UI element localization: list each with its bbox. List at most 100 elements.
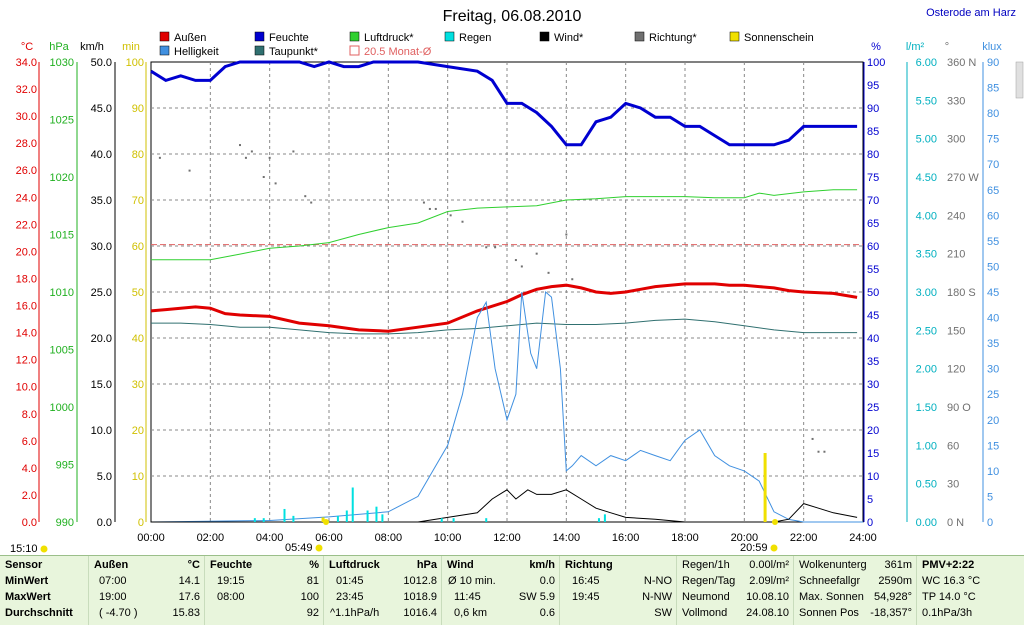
series-6-point xyxy=(823,450,826,453)
series-2-line xyxy=(151,189,858,261)
legend-label-9: Sonnenschein xyxy=(744,32,814,44)
tick-lux-14: 20 xyxy=(987,415,999,427)
tick-wind-8: 10.0 xyxy=(91,425,112,437)
series-6-point xyxy=(485,246,488,249)
header-feuchte-unit: % xyxy=(309,559,319,571)
tick-temp-11: 12.0 xyxy=(16,355,37,367)
tick-temp-14: 6.0 xyxy=(22,436,37,448)
richtung-min-value: N-NO xyxy=(643,575,672,587)
series-6-point xyxy=(239,144,241,147)
tick-time-8: 16:00 xyxy=(612,532,640,544)
tick-temp-3: 28.0 xyxy=(16,138,37,150)
dewpoint-value: TP 14.0 °C xyxy=(922,591,976,603)
tick-direction-11: 30 xyxy=(947,479,959,491)
wind-distance: 0,6 km xyxy=(454,607,488,619)
tick-humidity-19: 5 xyxy=(867,494,873,506)
series-6-point xyxy=(535,252,538,255)
tick-time-7: 14:00 xyxy=(553,532,581,544)
tick-rain-3: 4.50 xyxy=(916,172,937,184)
tick-light-0: 100 xyxy=(126,57,144,69)
legend-swatch-6 xyxy=(444,31,455,42)
aussen-min-value: 14.1 xyxy=(178,575,200,587)
scroll-thumb xyxy=(1015,61,1024,99)
legend-label-5: 20.5 Monat-Ø xyxy=(364,46,432,58)
series-4-line xyxy=(150,291,863,523)
tick-lux-8: 50 xyxy=(987,261,999,273)
tick-time-4: 08:00 xyxy=(375,532,403,544)
unit-light: min xyxy=(122,41,140,53)
tick-lux-3: 75 xyxy=(987,134,999,146)
tick-time-2: 04:00 xyxy=(256,532,284,544)
tick-lux-12: 30 xyxy=(987,364,999,376)
wind-min-value: 0.0 xyxy=(539,575,555,587)
series-7-bar xyxy=(485,518,488,522)
series-6-point xyxy=(434,207,437,210)
tick-lux-10: 40 xyxy=(987,313,999,325)
tick-temp-0: 34.0 xyxy=(16,57,37,69)
feuchte-max-time: 08:00 xyxy=(217,591,245,603)
header-aussen: Außen xyxy=(94,559,129,571)
series-6-point xyxy=(292,150,295,153)
legend-label-8: Richtung* xyxy=(649,32,697,44)
extra2-key-1: Schneefallgr xyxy=(799,575,861,587)
legend-swatch-9 xyxy=(729,31,740,42)
tick-humidity-14: 30 xyxy=(867,379,879,391)
tick-humidity-8: 60 xyxy=(867,241,879,253)
richtung-avg-value: SW xyxy=(654,607,672,619)
series-6-point xyxy=(250,150,253,153)
row-label-min: MinWert xyxy=(5,575,49,587)
series-1-line xyxy=(150,60,858,147)
tick-humidity-3: 85 xyxy=(867,126,879,138)
series-6-point xyxy=(817,450,820,453)
aussen-avg-value: 15.83 xyxy=(172,607,200,619)
extra1-val-0: 0.00l/m² xyxy=(749,559,789,571)
series-6-point xyxy=(310,201,313,204)
tick-rain-6: 3.00 xyxy=(916,287,937,299)
extra2-val-3: -18,357° xyxy=(870,607,912,619)
series-7-bar xyxy=(336,515,339,522)
tick-wind-9: 5.0 xyxy=(97,471,112,483)
tick-lux-15: 15 xyxy=(987,440,999,452)
tick-direction-9: 90 O xyxy=(947,402,971,414)
tick-pressure-8: 990 xyxy=(56,517,74,529)
series-7-bar xyxy=(351,487,354,522)
aussen-min-time: 07:00 xyxy=(99,575,127,587)
row-label-max: MaxWert xyxy=(5,591,51,603)
tick-lux-0: 90 xyxy=(987,57,999,69)
tick-humidity-9: 55 xyxy=(867,264,879,276)
unit-lux: klux xyxy=(982,41,1002,53)
unit-wind: km/h xyxy=(80,41,104,53)
extra1-val-3: 24.08.10 xyxy=(746,607,789,619)
header-aussen-unit: °C xyxy=(187,559,200,571)
series-7-bar xyxy=(452,518,455,522)
tick-rain-11: 0.50 xyxy=(916,479,937,491)
extra1-val-1: 2.09l/m² xyxy=(749,575,789,587)
header-feuchte: Feuchte xyxy=(210,559,253,571)
series-6-point xyxy=(274,182,277,185)
tick-rain-10: 1.00 xyxy=(916,440,937,452)
tick-direction-3: 270 W xyxy=(947,172,979,184)
tick-rain-8: 2.00 xyxy=(916,364,937,376)
tick-wind-0: 50.0 xyxy=(91,57,112,69)
tick-humidity-0: 100 xyxy=(867,57,885,69)
legend-swatch-2 xyxy=(254,31,265,42)
tick-pressure-6: 1000 xyxy=(50,402,74,414)
summary-table: Sensor MinWert MaxWert Durchschnitt Auße… xyxy=(0,555,1024,625)
series-6-point xyxy=(547,271,550,274)
series-8-bar xyxy=(321,517,325,522)
sun-marker-1 xyxy=(315,544,323,552)
tick-time-3: 06:00 xyxy=(315,532,343,544)
legend-swatch-7 xyxy=(539,31,550,42)
extra2-key-0: Wolkenunterg xyxy=(799,559,867,571)
tick-light-8: 20 xyxy=(132,425,144,437)
tick-time-11: 22:00 xyxy=(790,532,818,544)
col-comfort: PMV+2:22 WC 16.3 °C TP 14.0 °C 0.1hPa/3h xyxy=(917,556,1023,625)
tick-wind-3: 35.0 xyxy=(91,195,112,207)
series-6-point xyxy=(811,437,814,440)
legend-swatch-3 xyxy=(254,45,265,56)
header-wind: Wind xyxy=(447,559,474,571)
aussen-max-value: 17.6 xyxy=(178,591,200,603)
series-6-point xyxy=(514,259,517,262)
unit-pressure: hPa xyxy=(49,41,69,53)
tick-wind-10: 0.0 xyxy=(97,517,112,529)
